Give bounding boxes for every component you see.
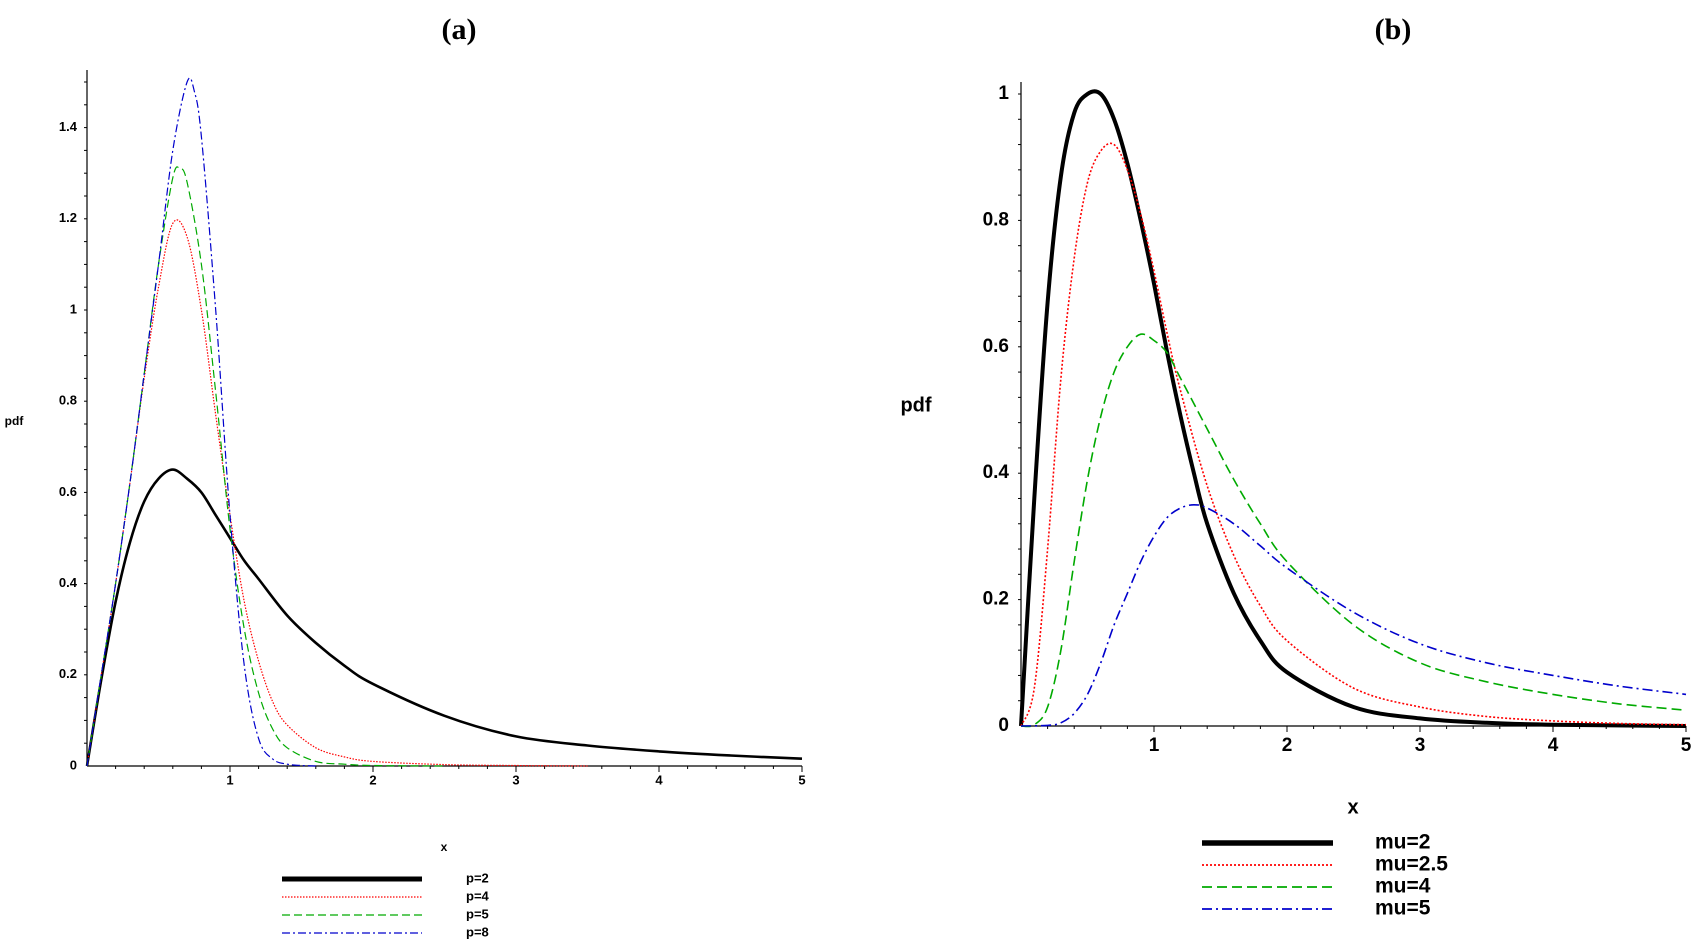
x-tick-label: 2 [369, 772, 376, 787]
y-tick-label: 1 [998, 83, 1009, 104]
x-tick-label: 3 [1415, 735, 1426, 756]
panel-a: (a) 1 2 3 4 5 0 0.2 0.4 0.6 0.8 1 1.2 1.4 x pdf p=2 p=4 p=… [5, 13, 806, 940]
legend-label: mu=4 [1375, 875, 1431, 898]
legend-label: mu=5 [1375, 897, 1431, 920]
panel-title: (b) [1375, 13, 1412, 46]
y-axis-label: pdf [900, 394, 931, 416]
y-tick-label: 1.4 [59, 119, 78, 134]
y-tick-label: 0.6 [59, 484, 77, 499]
x-tick-label: 5 [1681, 735, 1692, 756]
x-tick-label: 3 [512, 772, 519, 787]
y-tick-label: 0 [70, 757, 77, 772]
legend-label: p=8 [466, 924, 489, 939]
legend-label: mu=2 [1375, 831, 1430, 854]
y-tick-label: 0.4 [59, 575, 78, 590]
y-tick-label: 0 [998, 715, 1009, 736]
y-tick-label: 0.2 [59, 666, 77, 681]
series-line-p-8 [86, 77, 316, 767]
y-tick-label: 0.8 [59, 393, 77, 408]
x-tick-label: 4 [655, 772, 663, 787]
series-line-p-5 [86, 166, 445, 767]
panel-title: (a) [442, 13, 477, 46]
series-line-mu-2-5 [1020, 142, 1687, 727]
x-axis-label: x [441, 840, 448, 854]
legend-label: p=4 [466, 888, 490, 903]
x-tick-label: 5 [798, 772, 805, 787]
y-axis-label: pdf [5, 414, 25, 428]
x-tick-label: 4 [1548, 735, 1559, 756]
y-tick-label: 0.6 [983, 336, 1009, 357]
series-line-p-4 [86, 219, 588, 767]
y-tick-label: 1.2 [59, 210, 77, 225]
legend-label: p=5 [466, 906, 489, 921]
series-line-mu-2 [1019, 89, 1687, 728]
x-tick-label: 1 [1149, 735, 1160, 756]
series-line-p-2 [85, 468, 803, 767]
series-line-mu-5 [1020, 504, 1687, 727]
legend-label: p=2 [466, 870, 489, 885]
x-tick-label: 2 [1282, 735, 1293, 756]
y-tick-label: 0.4 [983, 462, 1010, 483]
panel-b: (b) 1 2 3 4 5 0 0.2 0.4 0.6 0.8 1 x pdf mu=2mu=2.5mu=4… [900, 13, 1691, 920]
legend-label: mu=2.5 [1375, 853, 1448, 876]
y-tick-label: 0.8 [983, 209, 1009, 230]
x-axis-label: x [1347, 796, 1358, 818]
x-tick-label: 1 [226, 772, 233, 787]
y-tick-label: 0.2 [983, 589, 1009, 610]
series-line-mu-4 [1020, 333, 1687, 728]
y-tick-label: 1 [70, 301, 77, 316]
